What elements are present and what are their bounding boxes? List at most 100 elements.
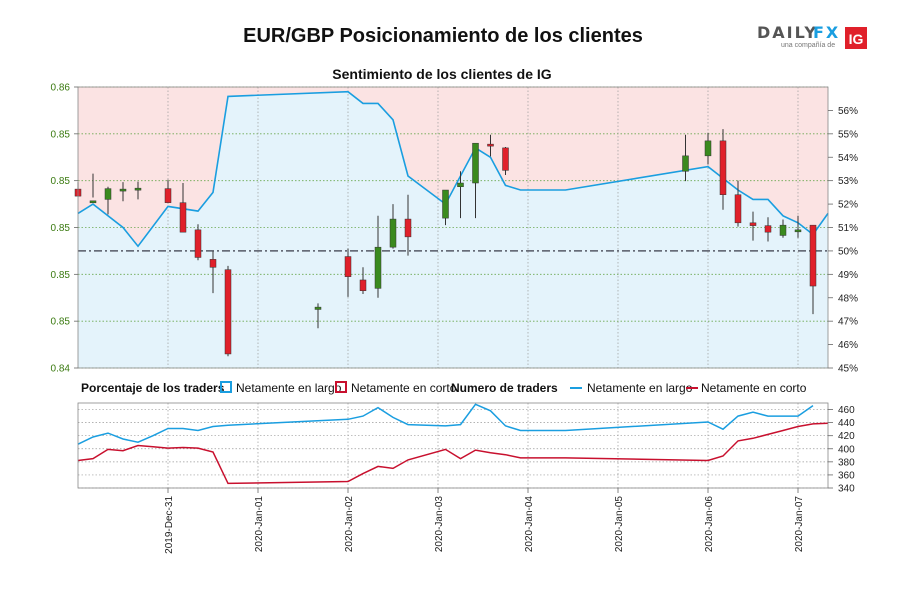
candle-body-up xyxy=(704,140,712,157)
legend-label-short-count: Netamente en corto xyxy=(701,381,807,395)
sentiment-panel: 0.86 0.85 0.85 0.85 0.85 0.85 0.84 45% 46% 47% 48… xyxy=(51,83,859,375)
candle xyxy=(502,146,509,176)
candle-body-up xyxy=(314,306,322,310)
traders-short-line xyxy=(77,422,829,485)
date-tick-label: 2019-Dec-31 xyxy=(164,496,175,554)
candle-body-down xyxy=(487,143,494,147)
candle-body-down xyxy=(764,225,772,233)
candle-body-down xyxy=(719,140,727,195)
date-tick-label: 2020-Jan-03 xyxy=(434,496,445,553)
price-tick-label: 0.85 xyxy=(51,129,71,140)
candle xyxy=(442,189,449,226)
date-tick-label: 2020-Jan-04 xyxy=(524,496,535,553)
net-long-area xyxy=(78,91,828,368)
legend-box-long xyxy=(220,381,232,393)
candle-body-up xyxy=(682,155,689,172)
candle-body-up xyxy=(89,200,97,204)
candle-body-up xyxy=(442,189,449,219)
candle xyxy=(134,181,142,200)
candle xyxy=(374,215,382,298)
traders-tick-label: 400 xyxy=(838,444,855,455)
candle xyxy=(119,182,127,202)
price-candles xyxy=(74,129,817,357)
date-tick-label: 2020-Jan-05 xyxy=(614,496,625,553)
percent-tick-label: 54% xyxy=(838,153,858,164)
date-tick-label: 2020-Jan-02 xyxy=(344,496,355,553)
candle xyxy=(457,171,464,219)
candle xyxy=(194,224,202,261)
percent-tick-label: 46% xyxy=(838,340,858,351)
candle-body-up xyxy=(119,188,127,192)
traders-grid xyxy=(78,403,828,489)
candle-body-up xyxy=(104,188,112,200)
candle-body-up xyxy=(389,218,397,248)
ig-logo-text: IG xyxy=(849,31,864,47)
candle-body-up xyxy=(472,142,479,184)
traders-tick-label: 440 xyxy=(838,418,855,429)
traders-long-line xyxy=(77,403,814,445)
candle xyxy=(404,194,412,256)
candle xyxy=(179,183,187,233)
candle-body-up xyxy=(779,224,787,236)
candle-body-down xyxy=(734,194,742,224)
candle-body-down xyxy=(164,188,172,203)
price-tick-label: 0.86 xyxy=(51,83,71,94)
candle-body-down xyxy=(809,224,817,287)
candle xyxy=(794,215,802,238)
candle xyxy=(704,132,712,165)
percent-tick-label: 45% xyxy=(838,364,858,375)
sentiment-subtitle: Sentimiento de los clientes de IG xyxy=(332,66,551,82)
percent-tick-label: 51% xyxy=(838,223,858,234)
logo-text-fx: FX xyxy=(813,23,840,42)
candle xyxy=(224,265,232,357)
candle-body-down xyxy=(359,279,367,291)
traders-axis: 340 360 380 400 420 440 460 xyxy=(828,405,855,495)
candle-body-down xyxy=(502,147,509,171)
legend-title-percentage: Porcentaje de los traders xyxy=(81,381,225,395)
candle xyxy=(472,142,479,219)
candle xyxy=(719,129,727,210)
candle-body-down xyxy=(179,202,187,233)
candle xyxy=(89,173,97,204)
traders-tick-label: 420 xyxy=(838,431,855,442)
candle xyxy=(779,219,787,238)
date-axis: 2019-Dec-31 2020-Jan-01 2020-Jan-02 2020-Ja… xyxy=(164,488,805,554)
percent-tick-label: 47% xyxy=(838,317,858,328)
candle xyxy=(809,224,817,315)
price-tick-label: 0.85 xyxy=(51,270,71,281)
percent-tick-label: 52% xyxy=(838,200,858,211)
legend-title-traders: Numero de traders xyxy=(451,381,558,395)
candle xyxy=(734,180,742,227)
percent-tick-label: 53% xyxy=(838,176,858,187)
candle xyxy=(764,217,772,242)
logo-text-daily: DAILY xyxy=(757,23,818,42)
candle xyxy=(209,251,217,294)
candle xyxy=(389,204,397,249)
traders-panel: 340 360 380 400 420 440 460 2019-Dec-31 2020-Ja… xyxy=(77,402,855,554)
candle xyxy=(682,134,689,182)
candle xyxy=(487,134,494,157)
legend-label-long-count: Netamente en largo xyxy=(587,381,693,395)
candle-body-up xyxy=(134,187,142,191)
candle xyxy=(749,211,757,241)
percent-tick-label: 49% xyxy=(838,270,858,281)
candle-body-down xyxy=(749,222,757,226)
candle-body-up xyxy=(374,246,382,289)
price-tick-label: 0.85 xyxy=(51,223,71,234)
percent-tick-label: 50% xyxy=(838,246,858,257)
dailyfx-logo: DAILY FX una compañía de IG xyxy=(757,23,867,49)
ig-logo-badge xyxy=(845,27,867,49)
candle-body-down xyxy=(209,259,217,268)
logo-subtitle: una compañía de xyxy=(781,42,835,49)
traders-frame xyxy=(77,402,829,489)
candle xyxy=(359,267,367,295)
date-tick-label: 2020-Jan-06 xyxy=(704,496,715,553)
traders-tick-label: 340 xyxy=(838,484,855,495)
candle-body-down xyxy=(224,269,232,355)
candle-body-down xyxy=(404,218,412,238)
candle-body-up xyxy=(457,182,464,188)
traders-tick-label: 460 xyxy=(838,405,855,416)
price-tick-label: 0.85 xyxy=(51,317,71,328)
legend-label-long-pct: Netamente en largo xyxy=(236,381,342,395)
